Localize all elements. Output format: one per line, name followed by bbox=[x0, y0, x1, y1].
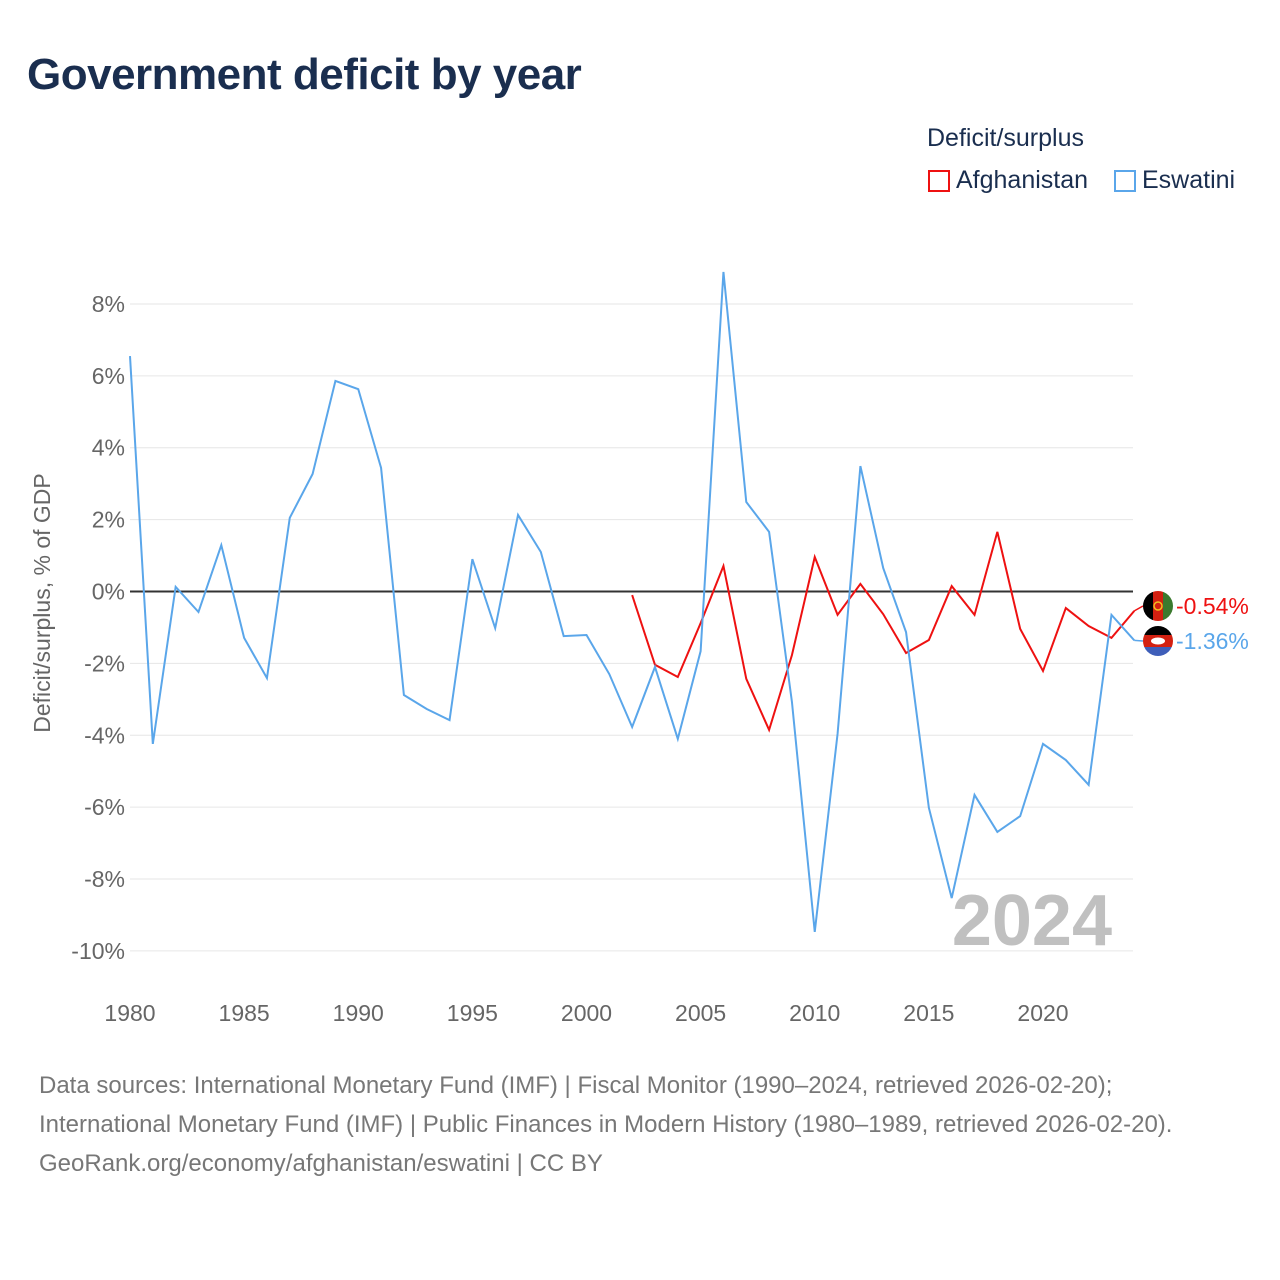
x-tick-label: 2020 bbox=[1017, 1000, 1068, 1026]
y-tick-label: -4% bbox=[84, 722, 125, 748]
legend-swatch bbox=[928, 169, 950, 192]
end-value-label: -1.36% bbox=[1176, 628, 1249, 654]
flag-icon-eswatini bbox=[1143, 626, 1173, 656]
line-chart: 2024 8% 6% 4% 2% 0% -2% -4% -6% -8% -10% 1980 1985… bbox=[29, 271, 1249, 1026]
y-tick-label: 4% bbox=[92, 435, 125, 461]
data-sources-text: Data sources: International Monetary Fun… bbox=[39, 1072, 1173, 1138]
y-tick-label: -8% bbox=[84, 866, 125, 892]
end-connector bbox=[1133, 605, 1144, 612]
legend-item-eswatini[interactable]: Eswatini bbox=[1114, 166, 1235, 195]
x-axis-ticks: 1980 1985 1990 1995 2000 2005 2010 2015 2020 bbox=[104, 1000, 1068, 1026]
legend-label: Eswatini bbox=[1142, 166, 1236, 194]
x-tick-label: 2000 bbox=[561, 1000, 612, 1026]
x-tick-label: 1990 bbox=[333, 1000, 384, 1026]
source-link[interactable]: GeoRank.org/economy/afghanistan/eswatini… bbox=[39, 1150, 603, 1177]
y-tick-label: -10% bbox=[71, 938, 125, 964]
end-labels: -0.54% -1.36% bbox=[1133, 591, 1249, 656]
series-lines bbox=[129, 271, 1136, 932]
y-tick-label: -6% bbox=[84, 794, 125, 820]
legend-label: Afghanistan bbox=[956, 166, 1089, 194]
x-tick-label: 2015 bbox=[903, 1000, 954, 1026]
watermark-year: 2024 bbox=[952, 881, 1112, 961]
end-value-label: -0.54% bbox=[1176, 593, 1249, 619]
y-axis-label: Deficit/surplus, % of GDP bbox=[29, 473, 55, 732]
legend-swatch bbox=[1114, 169, 1136, 192]
legend-item-afghanistan[interactable]: Afghanistan bbox=[928, 166, 1088, 195]
chart-title: Government deficit by year bbox=[27, 50, 582, 99]
y-tick-label: 0% bbox=[92, 579, 125, 605]
legend-title: Deficit/surplus bbox=[927, 124, 1084, 152]
sources: Data sources: International Monetary Fun… bbox=[39, 1066, 1239, 1183]
x-tick-label: 2005 bbox=[675, 1000, 726, 1026]
x-tick-label: 2010 bbox=[789, 1000, 840, 1026]
x-tick-label: 1995 bbox=[447, 1000, 498, 1026]
series-line-afghanistan bbox=[631, 531, 1136, 733]
end-connector bbox=[1134, 639, 1144, 642]
flag-icon-afghanistan bbox=[1143, 591, 1173, 621]
series-line-eswatini bbox=[129, 271, 1136, 932]
y-tick-label: 8% bbox=[92, 291, 125, 317]
x-tick-label: 1980 bbox=[104, 1000, 155, 1026]
y-tick-label: 6% bbox=[92, 363, 125, 389]
y-tick-label: 2% bbox=[92, 507, 125, 533]
y-tick-label: -2% bbox=[84, 650, 125, 676]
y-axis-ticks: 8% 6% 4% 2% 0% -2% -4% -6% -8% -10% bbox=[71, 291, 125, 964]
gridlines bbox=[130, 303, 1133, 952]
x-tick-label: 1985 bbox=[219, 1000, 270, 1026]
